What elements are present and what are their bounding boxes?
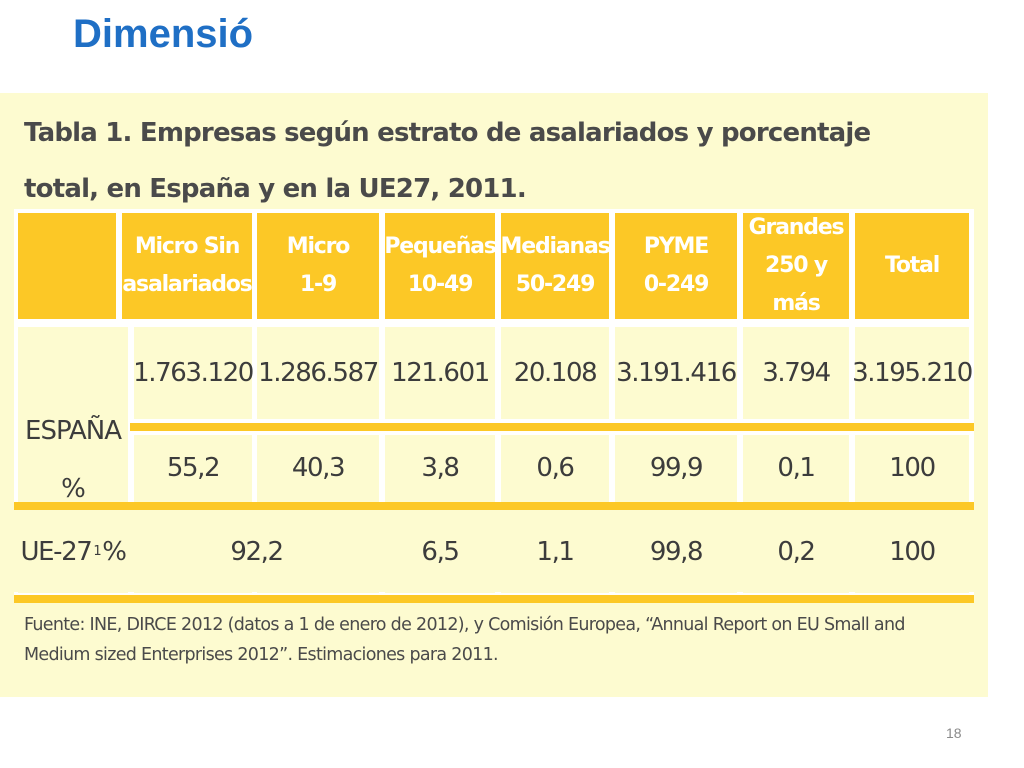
ue27-medianas: 1,1 [536, 536, 575, 567]
row-divider [130, 423, 974, 431]
espana-count-pequenas: 121.601 [385, 327, 495, 419]
header-line: Pequeñas [384, 234, 497, 259]
header-micro: Micro 1-9 [257, 213, 379, 319]
ue27-row: UE-27 1% 92,2 6,5 1,1 99,8 0,2 100 [14, 510, 974, 592]
header-line: 10-49 [407, 272, 474, 297]
row-label-text: % [61, 474, 86, 504]
espana-count-medianas: 20.108 [501, 327, 609, 419]
row-label-text: ESPAÑA [25, 416, 122, 446]
slide-title: Dimensió [73, 12, 254, 56]
bottom-divider [14, 595, 974, 603]
footnote-marker: 1 [93, 544, 101, 559]
header-line: PYME [643, 234, 709, 259]
table-panel: Tabla 1. Empresas según estrato de asala… [0, 93, 988, 697]
espana-count-micro: 1.286.587 [257, 327, 379, 419]
ue27-grandes: 0,2 [777, 536, 816, 567]
table-caption: Tabla 1. Empresas según estrato de asala… [24, 118, 871, 204]
espana-count-micro-sin: 1.763.120 [133, 327, 254, 419]
header-line: Grandes [748, 215, 845, 240]
espana-count-total: 3.195.210 [852, 327, 973, 419]
header-grandes: Grandes 250 y más [743, 213, 849, 319]
page-number: 18 [946, 725, 962, 741]
ue27-micro-combined: 92,2 [230, 536, 284, 567]
header-medianas: Medianas 50-249 [500, 213, 611, 319]
header-pequenas: Pequeñas 10-49 [384, 213, 497, 319]
ue27-pyme: 99,8 [649, 536, 704, 567]
header-line: 0-249 [643, 272, 710, 297]
table-source-note: Fuente: INE, DIRCE 2012 (datos a 1 de en… [24, 615, 905, 665]
ue27-total: 100 [889, 536, 936, 567]
espana-count-pyme: 3.191.416 [615, 327, 737, 419]
header-line: Total [884, 253, 940, 278]
row-label-ue27: UE-27 1% [18, 510, 128, 593]
header-line: asalariados [122, 272, 252, 297]
header-pyme: PYME 0-249 [615, 213, 737, 319]
header-corner [18, 213, 116, 319]
section-divider [14, 502, 974, 510]
header-micro-sin-asalariados: Micro Sin asalariados [122, 213, 253, 319]
header-line: 250 y más [765, 253, 828, 316]
header-line: 50-249 [515, 272, 596, 297]
header-line: Medianas [500, 234, 611, 259]
header-line: 1-9 [299, 272, 337, 297]
espana-count-grandes: 3.794 [743, 327, 849, 419]
ue27-label-prefix: UE-27 [20, 536, 92, 567]
header-total: Total [855, 213, 969, 319]
header-line: Micro Sin [134, 234, 241, 259]
ue27-label-suffix: % [102, 536, 127, 567]
ue27-pequenas: 6,5 [421, 536, 460, 567]
header-line: Micro [286, 234, 351, 259]
